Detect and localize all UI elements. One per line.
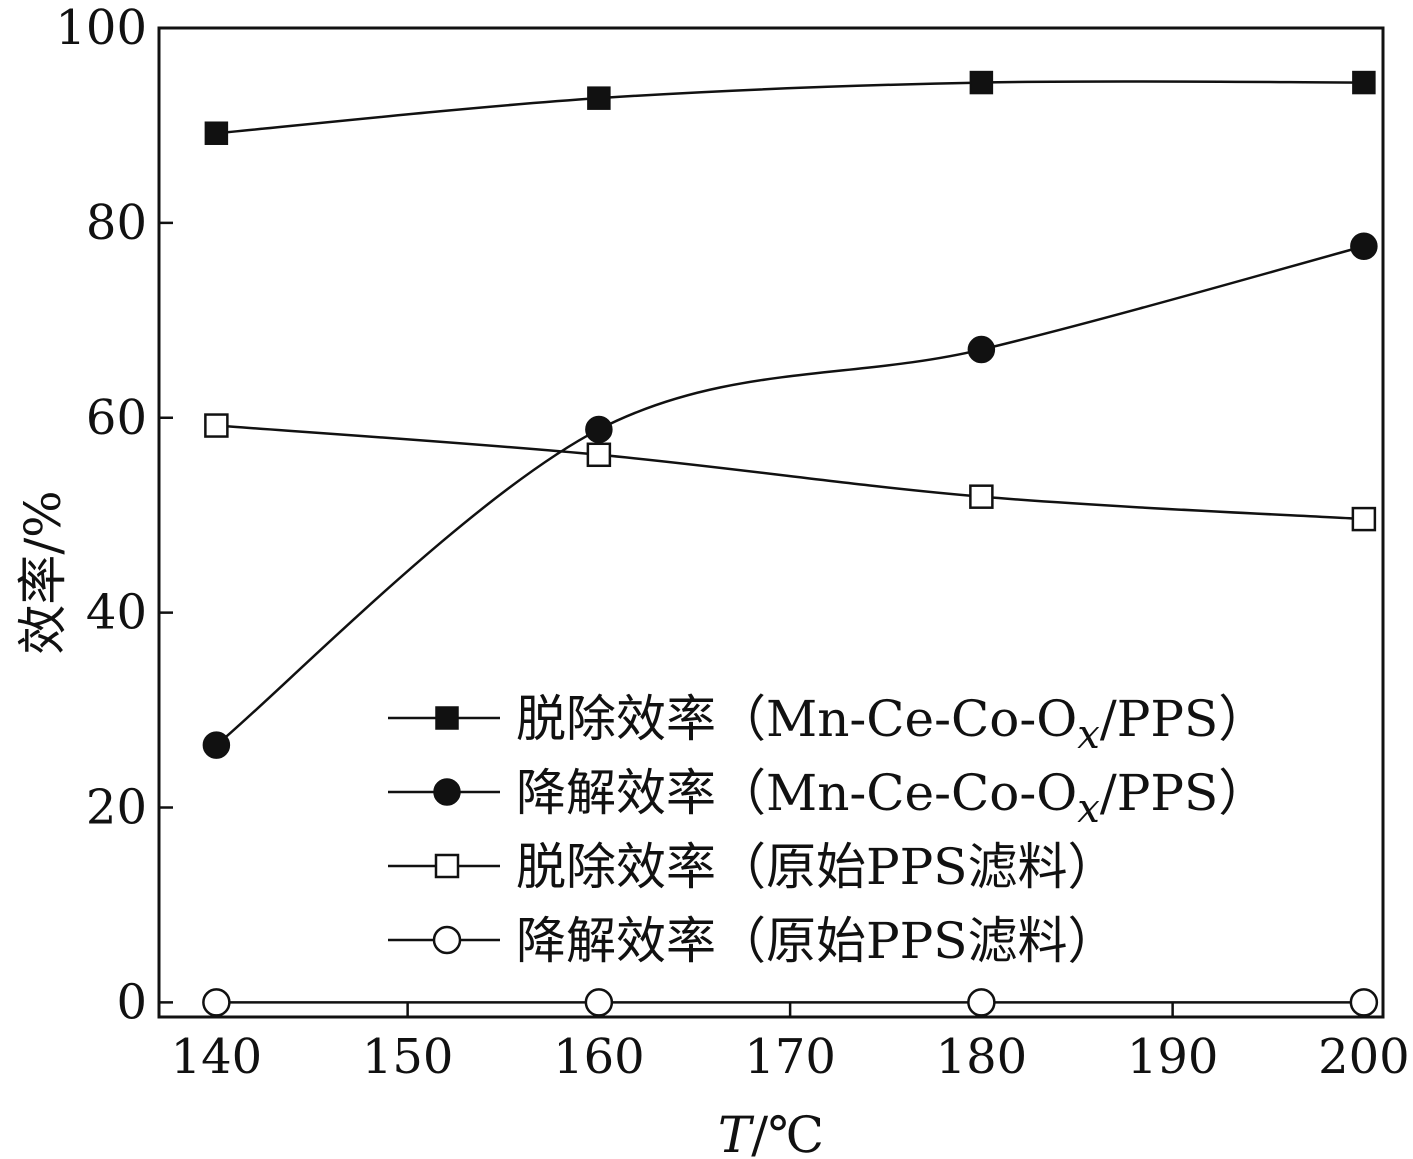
y-axis-title: 效率/% [14,490,72,654]
x-tick-label: 180 [936,1029,1028,1085]
x-axis: 140 150 160 170 180 190 200 [171,1003,1410,1085]
series-4-point [584,988,614,1017]
legend-marker [433,778,461,806]
x-tick-label: 140 [171,1029,263,1085]
series-3-point [586,442,612,468]
plot-frame [157,26,1385,1019]
x-tick-label: 170 [744,1029,836,1085]
plot-border [157,26,1385,1019]
series-3-point [969,484,994,509]
legend-marker [435,706,459,730]
axis-titles: T/℃ 效率/% [14,490,824,1159]
series-1-point [587,86,611,110]
legend-marker [432,925,462,955]
series-2-point [1350,232,1378,261]
legend-label: 脱除效率（Mn-Ce-Co-Ox/PPS） [516,690,1268,758]
legend-label: 脱除效率（原始PPS滤料） [516,838,1118,896]
x-tick-label: 200 [1318,1029,1410,1085]
x-tick-label: 160 [553,1029,645,1085]
series-3-point [204,413,229,438]
series-3-point [1351,506,1377,532]
x-tick-label: 150 [362,1029,454,1085]
y-tick-label: 60 [86,390,147,446]
series-1-point [969,70,994,95]
series-2-point [585,415,613,444]
y-tick-label: 80 [86,195,147,251]
y-axis: 0 20 40 60 80 100 [55,0,173,1030]
y-tick-label: 20 [86,780,147,836]
series-2-point [967,335,996,364]
series-4-point [202,988,231,1017]
legend-marker [434,853,460,879]
series-2-point [202,731,231,759]
x-tick-label: 190 [1127,1029,1219,1085]
legend: 脱除效率（Mn-Ce-Co-Ox/PPS）降解效率（Mn-Ce-Co-Ox/PP… [388,690,1268,970]
y-tick-label: 0 [116,974,147,1030]
series-3-line [216,424,1364,521]
x-axis-title: T/℃ [718,1106,824,1159]
y-tick-label: 100 [55,0,147,56]
y-tick-label: 40 [86,585,147,641]
series-4-point [967,988,996,1017]
series-1-line [216,80,1364,135]
series-4-point [1349,988,1379,1017]
legend-label: 降解效率（Mn-Ce-Co-Ox/PPS） [516,764,1268,832]
series-layer [202,70,1379,1017]
series-1-point [1352,70,1376,95]
series-2-line [215,245,1365,747]
series-1-point [204,121,229,145]
legend-label: 降解效率（原始PPS滤料） [516,912,1118,970]
